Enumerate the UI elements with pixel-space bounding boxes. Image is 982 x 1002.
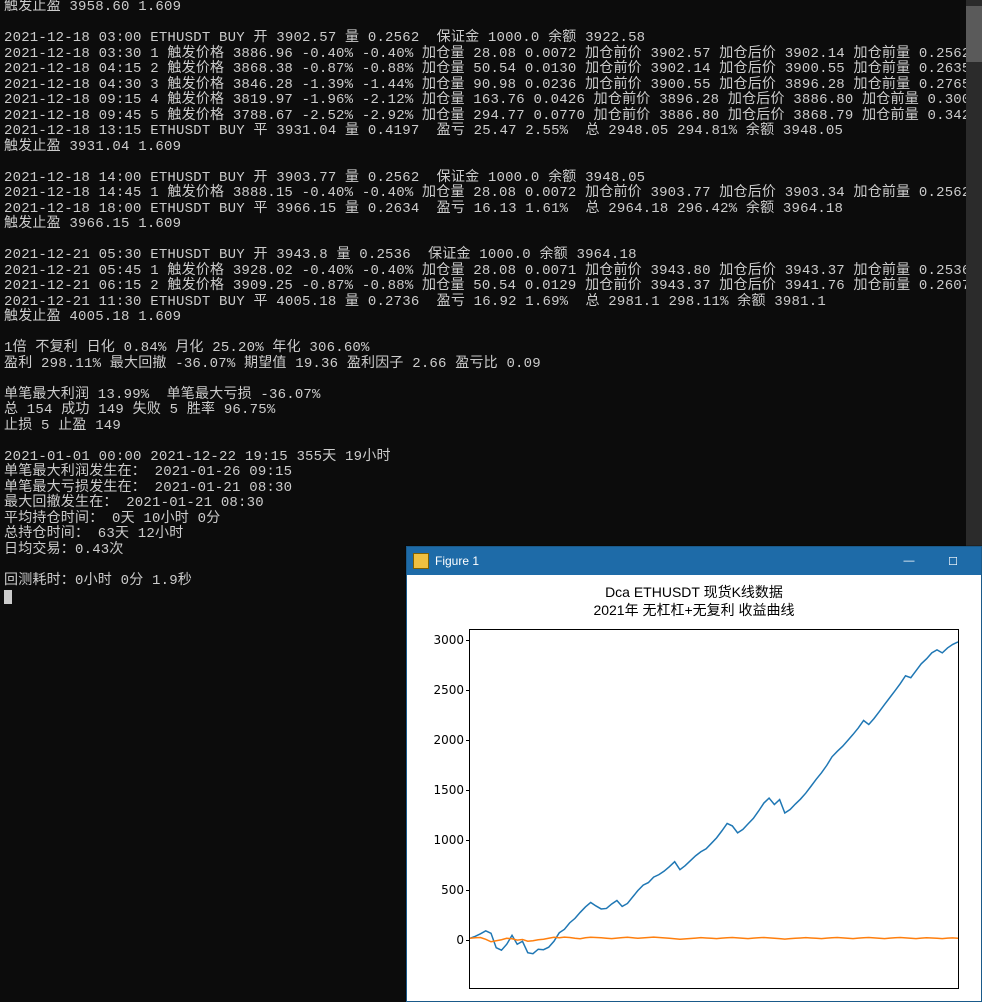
- terminal-cursor: [4, 590, 12, 604]
- y-tick-label: 0: [456, 933, 464, 947]
- chart-area: Dca ETHUSDT 现货K线数据 2021年 无杠杠+无复利 收益曲线 05…: [407, 575, 981, 1001]
- y-tick-mark: [466, 740, 470, 741]
- y-tick-mark: [466, 840, 470, 841]
- y-tick-label: 1000: [433, 833, 464, 847]
- figure-window-title: Figure 1: [435, 554, 887, 568]
- y-tick-label: 3000: [433, 633, 464, 647]
- maximize-button[interactable]: ☐: [931, 547, 975, 575]
- chart-title-line2: 2021年 无杠杠+无复利 收益曲线: [407, 601, 981, 619]
- series-baseline: [470, 937, 958, 942]
- y-tick-label: 500: [441, 883, 464, 897]
- y-tick-mark: [466, 890, 470, 891]
- chart-title: Dca ETHUSDT 现货K线数据 2021年 无杠杠+无复利 收益曲线: [407, 583, 981, 619]
- figure-app-icon: [413, 553, 429, 569]
- y-tick-mark: [466, 940, 470, 941]
- y-tick-mark: [466, 640, 470, 641]
- y-tick-label: 2000: [433, 733, 464, 747]
- figure-titlebar[interactable]: Figure 1 — ☐: [407, 547, 981, 575]
- y-tick-mark: [466, 690, 470, 691]
- terminal-scrollbar-thumb[interactable]: [966, 6, 982, 62]
- series-equity: [470, 642, 958, 954]
- minimize-button[interactable]: —: [887, 547, 931, 575]
- chart-title-line1: Dca ETHUSDT 现货K线数据: [407, 583, 981, 601]
- plot-box: 050010001500200025003000: [469, 629, 959, 989]
- y-tick-label: 1500: [433, 783, 464, 797]
- y-tick-mark: [466, 790, 470, 791]
- plot-svg: [470, 630, 958, 988]
- y-tick-label: 2500: [433, 683, 464, 697]
- figure-window: Figure 1 — ☐ Dca ETHUSDT 现货K线数据 2021年 无杠…: [406, 546, 982, 1002]
